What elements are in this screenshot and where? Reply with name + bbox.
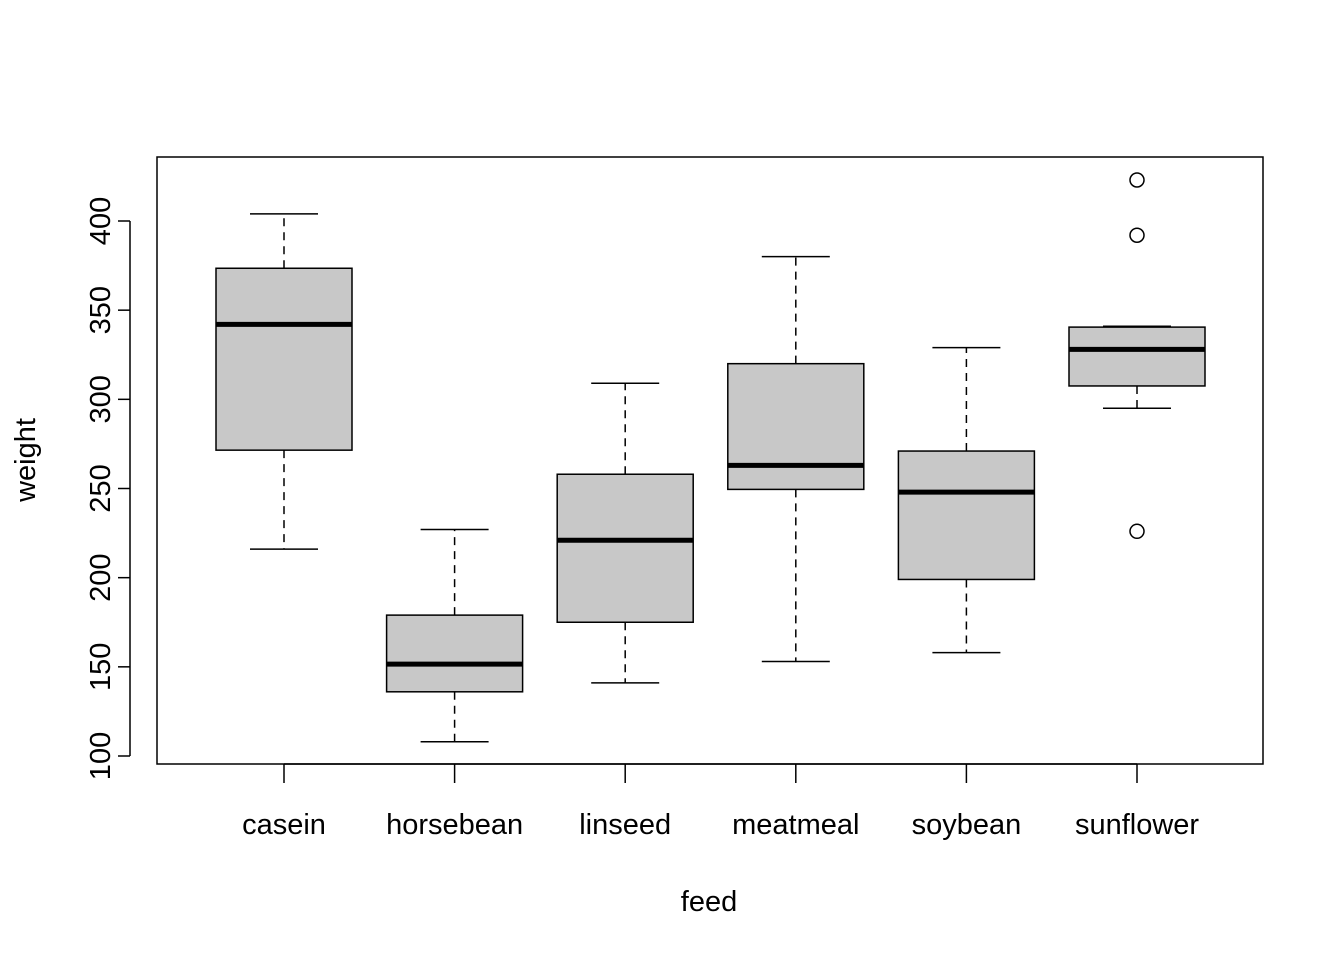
box-meatmeal [727, 362, 865, 491]
box-soybean [897, 450, 1036, 581]
outlier-point [1129, 172, 1145, 188]
y-tick-label: 150 [85, 643, 117, 691]
outlier-point [1129, 227, 1145, 244]
box-sunflower [1068, 326, 1206, 387]
y-axis-label: weight [10, 418, 42, 503]
outlier-point [1129, 523, 1145, 540]
y-tick-label: 350 [85, 286, 117, 334]
x-tick-label: sunflower [1075, 809, 1199, 841]
plot-frame [156, 156, 1264, 765]
y-tick-label: 250 [85, 464, 117, 512]
y-tick-label: 200 [85, 553, 117, 601]
box-casein [215, 267, 353, 451]
x-tick-label: casein [242, 809, 326, 841]
x-tick-label: horsebean [386, 809, 523, 841]
x-axis-label: feed [681, 886, 737, 918]
y-tick-label: 400 [85, 197, 117, 245]
y-tick-label: 100 [85, 732, 117, 780]
y-tick-label: 300 [85, 375, 117, 423]
x-tick-label: soybean [912, 809, 1022, 841]
box-horsebean [385, 614, 524, 693]
box-linseed [556, 473, 694, 623]
x-tick-label: linseed [579, 809, 671, 841]
x-tick-label: meatmeal [732, 809, 859, 841]
